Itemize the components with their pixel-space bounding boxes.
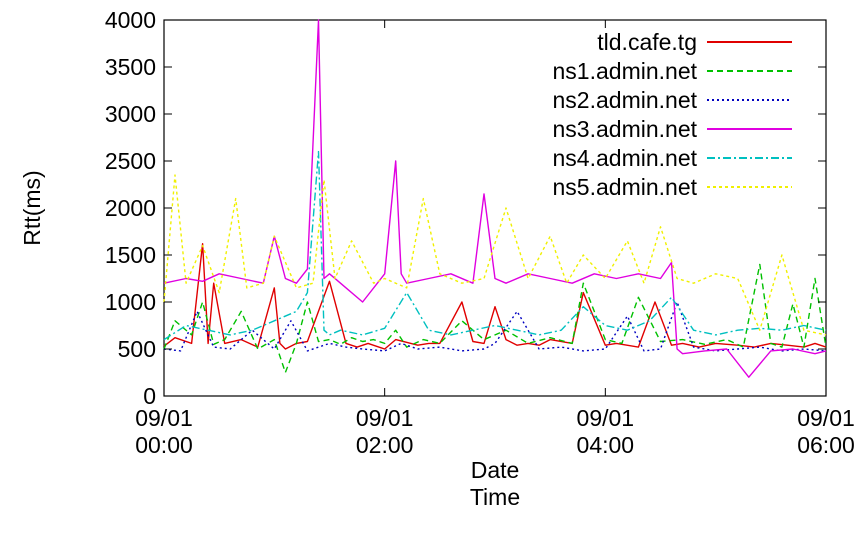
series-line-ns4-admin-net [163, 150, 827, 341]
legend-label: ns3.admin.net [553, 116, 698, 142]
y-tick-label: 1000 [105, 289, 156, 315]
x-axis-title-time: Time [470, 484, 520, 510]
legend-label: ns2.admin.net [553, 87, 698, 113]
y-axis-title: Rtt(ms) [19, 170, 45, 245]
plot-frame [163, 19, 827, 397]
legend-label: tld.cafe.tg [597, 29, 697, 55]
series-line-ns5-admin-net [163, 174, 827, 336]
y-tick-label: 2000 [105, 195, 156, 221]
series-line-ns1-admin-net [163, 263, 827, 374]
x-tick-label-time: 06:00 [797, 432, 855, 458]
x-axis-title-date: Date [471, 457, 520, 483]
legend: tld.cafe.tg ns1.admin.net ns2.admin.net ns3… [553, 29, 792, 200]
plot-border [163, 19, 827, 397]
x-tick-label-time: 04:00 [577, 432, 635, 458]
y-tick-label: 4000 [105, 7, 156, 33]
y-tick-label: 3500 [105, 54, 156, 80]
y-axis-ticks: 0 500 1000 1500 2000 2500 3000 3500 4000 [105, 7, 826, 409]
x-tick-label-time: 02:00 [356, 432, 414, 458]
x-tick-label-date: 09/01 [356, 405, 414, 431]
y-tick-label: 1500 [105, 242, 156, 268]
legend-label: ns1.admin.net [553, 58, 698, 84]
y-tick-label: 500 [118, 336, 156, 362]
series-line-tld-cafe-tg [163, 242, 827, 350]
x-tick-label-time: 00:00 [135, 432, 193, 458]
y-tick-label: 0 [143, 383, 156, 409]
x-tick-label-date: 09/01 [577, 405, 635, 431]
y-tick-label: 2500 [105, 148, 156, 174]
series-line-ns3-admin-net [163, 19, 827, 378]
legend-label: ns4.admin.net [553, 145, 698, 171]
legend-label: ns5.admin.net [553, 174, 698, 200]
x-tick-label-date: 09/01 [797, 405, 855, 431]
series-lines [163, 19, 827, 378]
y-tick-label: 3000 [105, 101, 156, 127]
series-line-ns2-admin-net [163, 301, 827, 352]
x-tick-label-date: 09/01 [135, 405, 193, 431]
